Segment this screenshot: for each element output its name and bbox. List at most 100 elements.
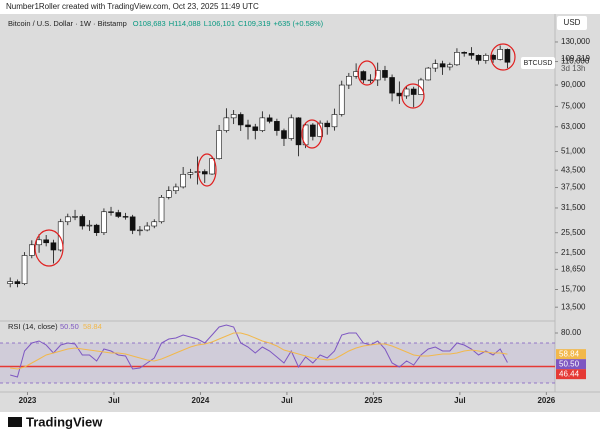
candle-body [21,255,28,284]
candle-body [382,70,388,78]
candle-body [497,49,503,60]
candle-body [86,224,93,227]
value-box [556,359,586,370]
currency: USD [564,18,581,27]
ohlc-legend: O108,683 H114,088 L106,101 C109,319 +635 (+0… [133,19,324,28]
x-tick-label: Jul [281,396,293,405]
candle-body [324,122,331,128]
candle-body [64,216,71,223]
rsi-line [10,324,508,378]
candle-body [151,221,158,227]
y-tick-label: 43,500 [561,165,586,174]
candle-body [144,225,150,231]
candle-body [14,281,21,284]
candle-body [230,114,237,119]
candle-body [288,117,295,139]
rsi-line [10,332,508,370]
candle-body [331,114,338,128]
circle [357,60,377,86]
candle-body [209,158,215,175]
candle-body [129,216,136,231]
candle-body [475,55,482,61]
candle-body [115,212,122,217]
value-box-label: 46.44 [559,369,580,378]
x-tick-label: Jul [454,396,466,405]
rsi-title: RSI (14, close) [8,322,58,331]
candle-body [432,63,439,69]
candle-body [57,221,64,251]
y-tick-label: 21,500 [561,248,586,257]
candle-body [338,84,345,115]
candle-body [425,67,432,81]
candle-body [483,55,489,61]
attribution: Number1Roller created with TradingView.c… [6,2,259,11]
rsi-ma-value: 58.84 [83,322,102,331]
candle-body [504,49,511,63]
candle-body [165,190,172,198]
candle-body [389,77,395,94]
circle [490,43,516,71]
candle-body [187,172,194,175]
value-box [556,369,586,380]
x-tick-label: 2023 [19,396,37,405]
x-tick-label: 2025 [364,396,382,405]
candle-body [367,79,374,82]
candle-body [360,71,367,81]
candle-body [410,88,417,95]
candle-body [237,114,244,126]
candle-body [317,122,323,137]
y-tick-label: 80.00 [561,328,582,337]
candle-body [180,173,186,188]
candle-body [137,229,143,232]
brand: TradingView [26,414,103,429]
circle [301,119,323,149]
candles [7,45,511,288]
candle-body [122,216,129,218]
candle-body [396,92,403,97]
ohlc-value: L106,101 [204,19,235,28]
candle-body [281,130,287,139]
circle [197,153,217,187]
candle-body [468,53,475,56]
candle-body [245,124,251,128]
candle-body [43,239,49,244]
y-tick-label: 63,000 [561,122,586,131]
rsi-band [0,343,555,383]
ohlc-value: +635 (+0.58%) [274,19,324,28]
ohlc-value: O108,683 [133,19,166,28]
candle-body [72,216,78,218]
symbol-box [521,57,555,69]
candle-body [439,63,446,68]
logo-mark [8,417,22,427]
candle-body [447,64,453,68]
symbol: BTCUSD [524,60,553,67]
candle-body [201,171,208,175]
candle-body [158,197,165,223]
candle-body [29,244,35,256]
candle-body [93,224,100,234]
countdown: 3d 13h [561,64,585,73]
y-tick-label: 31,500 [561,203,586,212]
y-tick-label: 15,700 [561,285,586,294]
candle-body [216,130,222,159]
candle-body [461,52,467,54]
x-tick-label: Jul [108,396,120,405]
candle-body [108,211,114,213]
candle-body [310,124,316,137]
x-tick-label: 2026 [537,396,555,405]
circle [34,229,64,267]
y-tick-label: 18,650 [561,264,586,273]
y-tick-label: 13,500 [561,302,586,311]
value-box-label: 50.50 [559,359,580,368]
ohlc-value: C109,319 [238,19,271,28]
candle-body [374,70,381,81]
y-tick-label: 130,000 [561,37,590,46]
y-tick-label: 51,000 [561,147,586,156]
candle-body [346,75,352,86]
y-tick-label: 75,000 [561,101,586,110]
candle-body [403,88,410,97]
candle-body [266,117,273,122]
annotations [34,43,516,267]
chart-bg [0,14,600,412]
